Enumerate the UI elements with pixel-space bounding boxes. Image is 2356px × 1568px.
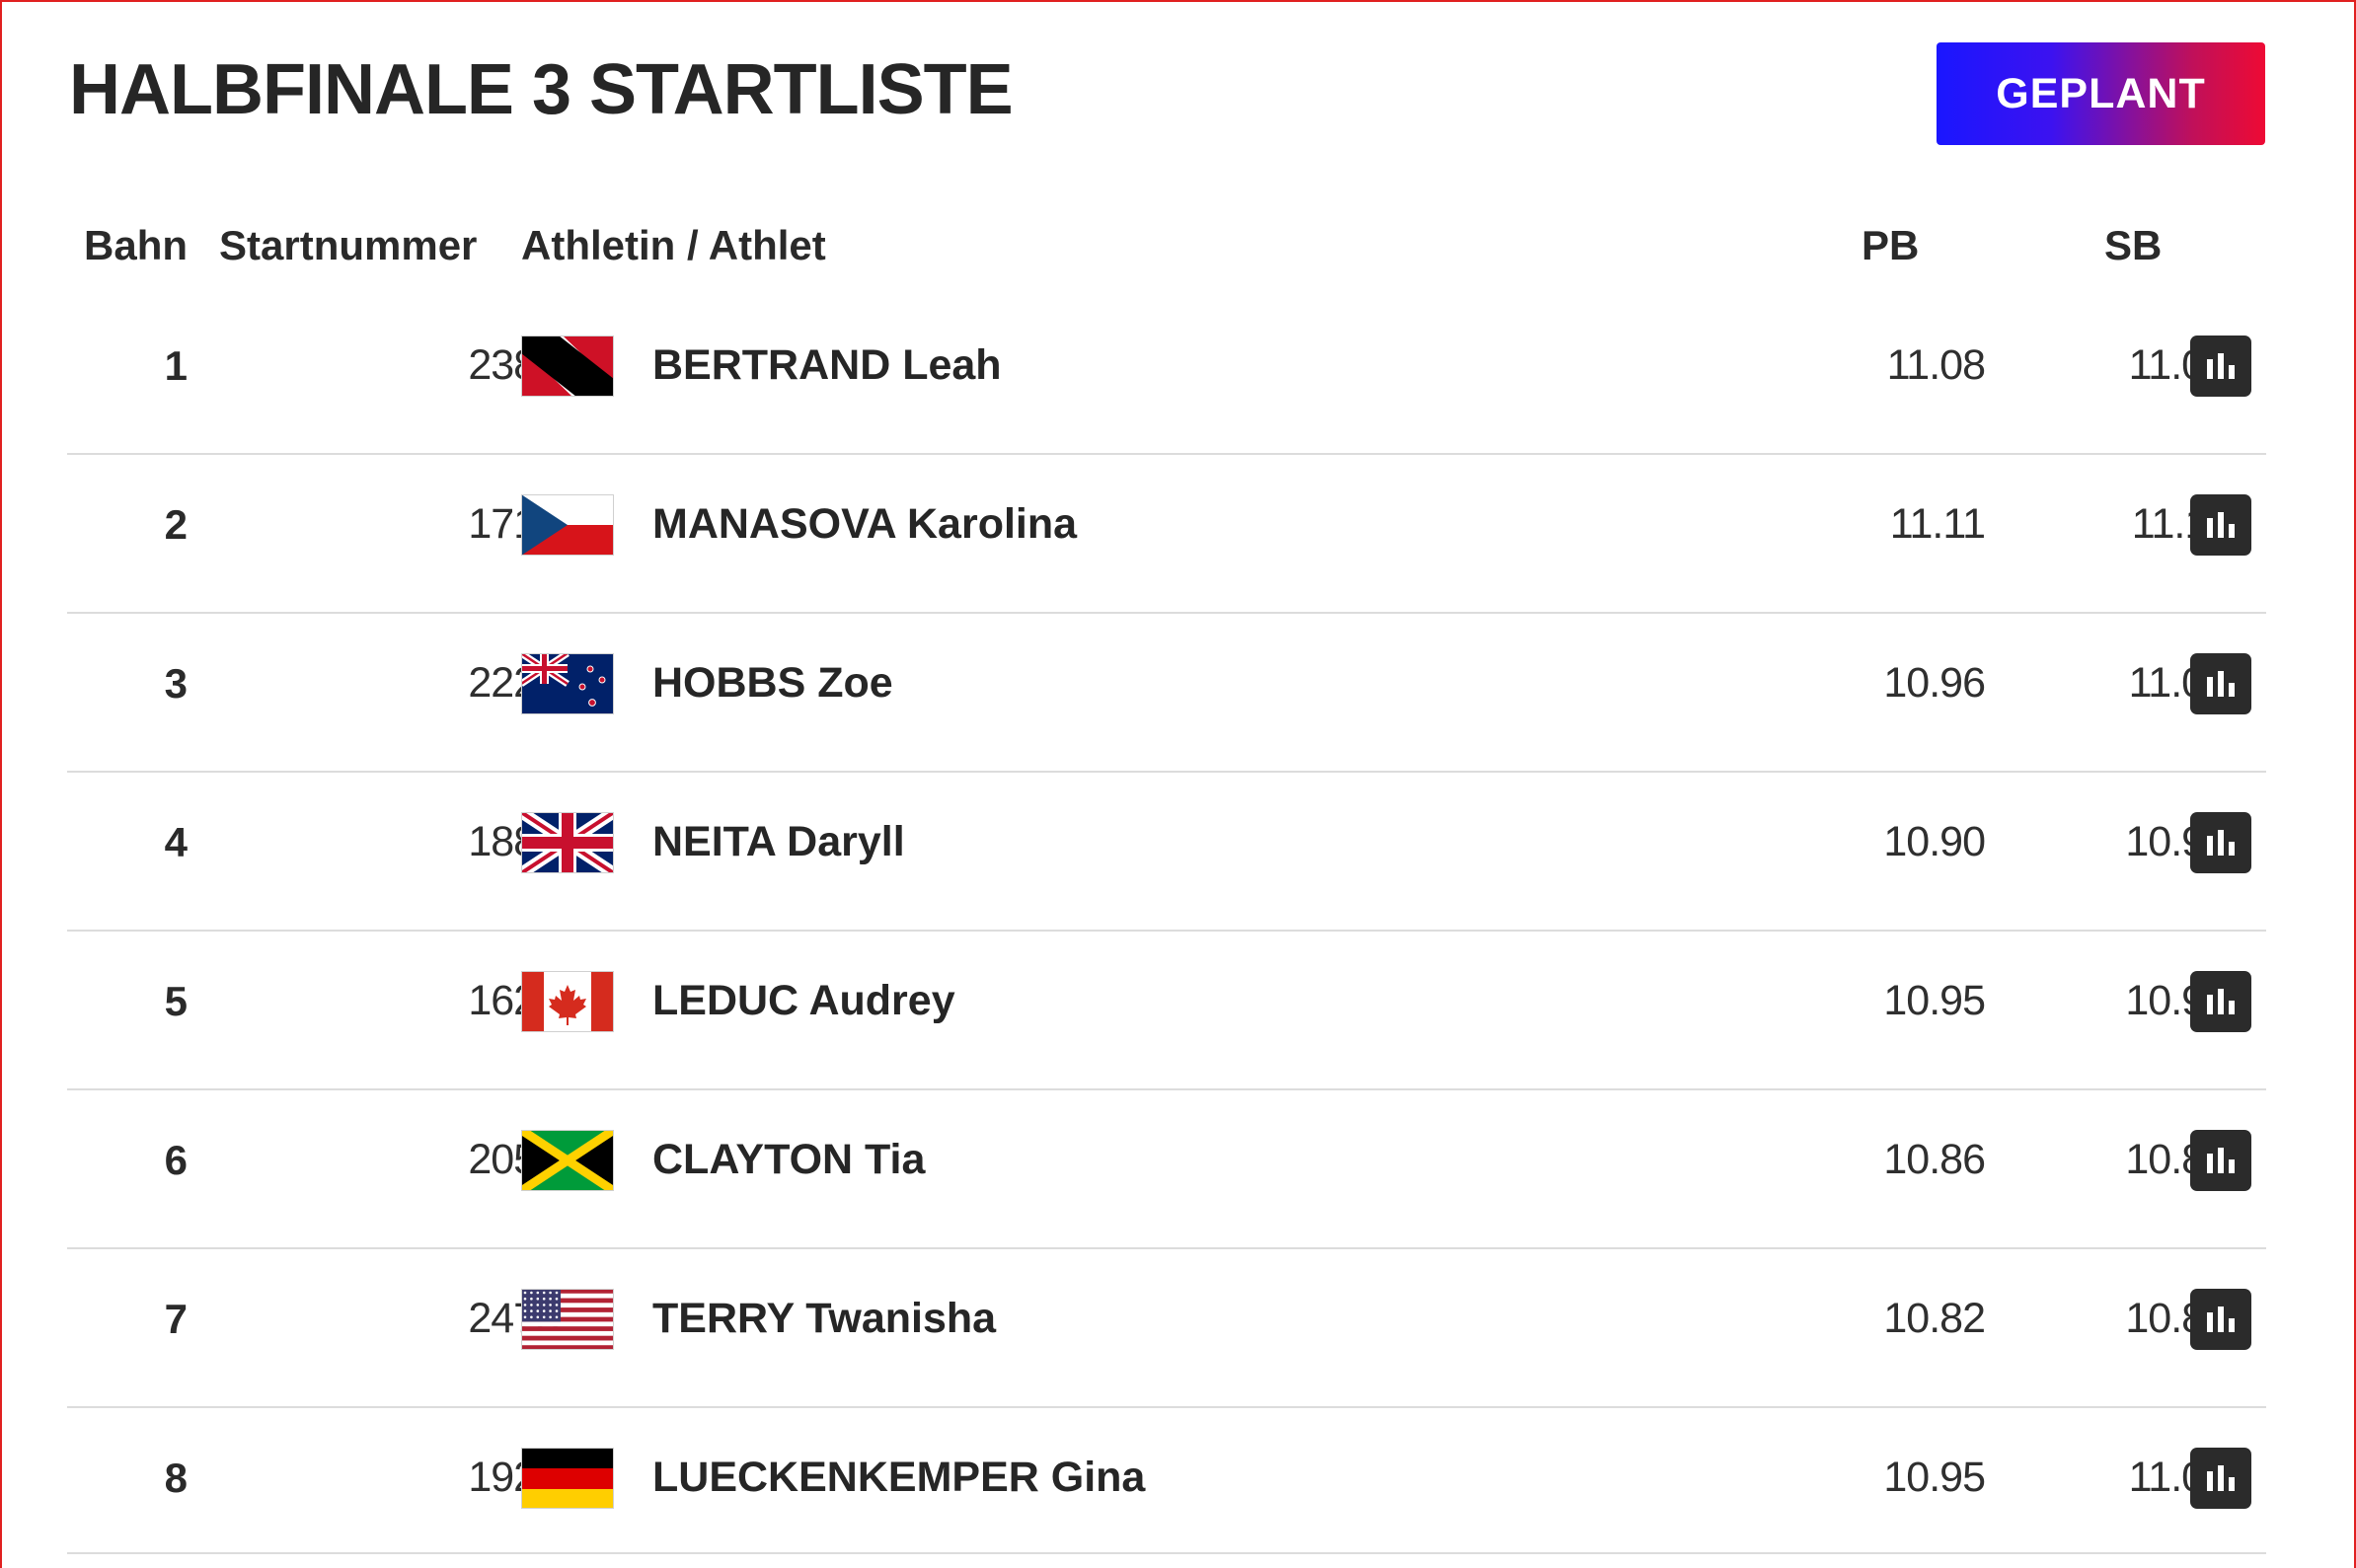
stats-button[interactable] — [2190, 811, 2251, 873]
lane-number: 1 — [164, 341, 188, 389]
table-row: 1 2381 BERTRAND Leah 11.08 11.09 — [67, 296, 2266, 455]
athlete-name[interactable]: LUECKENKEMPER Gina — [652, 1454, 1146, 1501]
personal-best: 10.82 — [1883, 1295, 1986, 1342]
bar-chart-icon — [2207, 829, 2235, 856]
status-button[interactable]: GEPLANT — [1937, 42, 2265, 145]
stats-cell — [2190, 1249, 2251, 1388]
athlete-name[interactable]: MANASOVA Karolina — [652, 500, 1078, 548]
column-header-lane: Bahn — [84, 222, 188, 268]
column-header-sb: SB — [2104, 222, 2163, 268]
lane-number: 7 — [164, 1295, 188, 1342]
athlete-name[interactable]: NEITA Daryll — [652, 818, 905, 865]
stats-button[interactable] — [2190, 652, 2251, 714]
lane-number: 6 — [164, 1136, 188, 1183]
stats-cell — [2190, 1408, 2251, 1547]
lane-number: 5 — [164, 977, 188, 1024]
personal-best: 10.96 — [1883, 659, 1986, 707]
table-row: 6 2051 CLAYTON Tia 10.86 10.86 — [67, 1090, 2266, 1249]
personal-best: 11.08 — [1886, 341, 1986, 389]
column-header-bib: Startnummer — [219, 222, 478, 268]
table-row: 7 2475 TERRY Twanisha 10.82 10.89 — [67, 1249, 2266, 1408]
personal-best: 10.95 — [1883, 977, 1986, 1024]
bar-chart-icon — [2207, 1306, 2235, 1332]
personal-best: 10.86 — [1883, 1136, 1986, 1183]
column-header-pb: PB — [1862, 222, 1920, 268]
stats-button[interactable] — [2190, 1288, 2251, 1350]
row-divider — [67, 1247, 2266, 1249]
stats-cell — [2190, 1090, 2251, 1230]
table-row: 2 1717 MANASOVA Karolina 11.11 11.11 — [67, 455, 2266, 614]
column-header-athlete: Athletin / Athlet — [521, 222, 826, 268]
bib-number: 1629 — [468, 977, 560, 1024]
flag-new-zealand-icon — [521, 614, 614, 753]
lane-number: 8 — [164, 1454, 188, 1501]
bib-number: 2475 — [468, 1295, 560, 1342]
bar-chart-icon — [2207, 352, 2235, 379]
row-divider — [67, 771, 2266, 773]
row-divider — [67, 612, 2266, 614]
stats-cell — [2190, 455, 2251, 594]
bib-number: 1883 — [468, 818, 560, 865]
personal-best: 10.90 — [1883, 818, 1986, 865]
flag-jamaica-icon — [521, 1090, 614, 1230]
row-divider — [67, 930, 2266, 932]
bib-number: 1925 — [468, 1454, 560, 1501]
flag-canada-icon — [521, 932, 614, 1071]
bib-number: 2381 — [468, 341, 560, 389]
flag-germany-icon — [521, 1408, 614, 1547]
bar-chart-icon — [2207, 511, 2235, 538]
bib-number: 2051 — [468, 1136, 560, 1183]
athlete-name[interactable]: CLAYTON Tia — [652, 1136, 926, 1183]
table-bottom-divider — [67, 1552, 2266, 1554]
personal-best: 11.11 — [1889, 500, 1986, 548]
athlete-name[interactable]: HOBBS Zoe — [652, 659, 893, 707]
stats-cell — [2190, 773, 2251, 912]
stats-cell — [2190, 614, 2251, 753]
lane-number: 2 — [164, 500, 188, 548]
stats-button[interactable] — [2190, 970, 2251, 1032]
bar-chart-icon — [2207, 988, 2235, 1014]
flag-trinidad-and-tobago-icon — [521, 296, 614, 435]
stats-button[interactable] — [2190, 493, 2251, 556]
bar-chart-icon — [2207, 1464, 2235, 1491]
table-row: 3 2226 — [67, 614, 2266, 773]
bib-number: 1717 — [468, 500, 560, 548]
bib-number: 2226 — [468, 659, 560, 707]
table-row: 4 1883 NEITA Daryll 10.90 10.92 — [67, 773, 2266, 932]
lane-number: 3 — [164, 659, 188, 707]
row-divider — [67, 1088, 2266, 1090]
page-title: HALBFINALE 3 STARTLISTE — [69, 50, 1014, 129]
table-row: 5 1629 LEDUC Audrey 10.95 10.95 — [67, 932, 2266, 1090]
row-divider — [67, 453, 2266, 455]
athlete-name[interactable]: LEDUC Audrey — [652, 977, 955, 1024]
personal-best: 10.95 — [1883, 1454, 1986, 1501]
flag-great-britain-icon — [521, 773, 614, 912]
stats-cell — [2190, 932, 2251, 1071]
lane-number: 4 — [164, 818, 188, 865]
bar-chart-icon — [2207, 670, 2235, 697]
bar-chart-icon — [2207, 1147, 2235, 1173]
table-row: 8 1925 LUECKENKEMPER Gina 10.95 11.04 — [67, 1408, 2266, 1567]
athlete-name[interactable]: TERRY Twanisha — [652, 1295, 997, 1342]
stats-button[interactable] — [2190, 1129, 2251, 1191]
athlete-name[interactable]: BERTRAND Leah — [652, 341, 1002, 389]
flag-united-states-icon — [521, 1249, 614, 1388]
stats-button[interactable] — [2190, 335, 2251, 397]
stats-cell — [2190, 296, 2251, 435]
row-divider — [67, 1406, 2266, 1408]
stats-button[interactable] — [2190, 1447, 2251, 1509]
flag-czech-republic-icon — [521, 455, 614, 594]
